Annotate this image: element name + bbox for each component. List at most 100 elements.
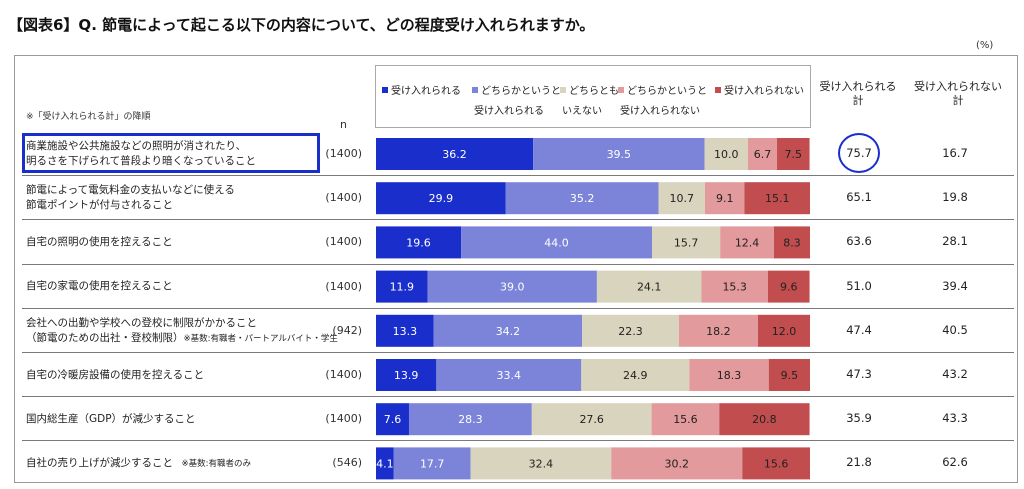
legend-item: どちらかというと受け入れられる: [472, 82, 561, 122]
row-label: 自社の売り上げが減少すること ※基数:有職者のみ: [26, 456, 251, 472]
bar-value-label: 27.6: [579, 413, 604, 426]
row-divider: [22, 219, 1014, 220]
legend-item-label: どちらとも: [560, 82, 619, 102]
row-divider: [22, 264, 1014, 265]
bar-segment: [701, 270, 768, 303]
bar-value-label: 24.9: [623, 369, 648, 382]
bar-value-label: 35.2: [570, 192, 595, 205]
bar-segment: [678, 314, 758, 347]
bar-value-label: 12.0: [772, 325, 797, 338]
reject-total-value: 43.3: [942, 411, 968, 426]
bar-segment: [652, 226, 721, 259]
bar-value-label: 13.3: [393, 325, 418, 338]
bar-value-label: 4.1: [376, 457, 394, 470]
row-label-line: 商業施設や公共施設などの照明が消されたり、: [26, 140, 247, 152]
legend-text: どちらとも: [569, 86, 619, 97]
bar-segment: [461, 226, 653, 259]
accept-total-value: 65.1: [846, 190, 872, 205]
legend-swatch: [472, 87, 478, 93]
bar-value-label: 11.9: [390, 281, 415, 294]
reject-total-header: 受け入れられない 計: [910, 80, 1006, 108]
accept-total-header-line2: 計: [852, 94, 864, 107]
bar-segment: [376, 447, 394, 480]
legend-item-label: 受け入れられない: [618, 102, 707, 122]
legend-text: どちらかというと: [627, 86, 707, 97]
legend-text: 受け入れられる: [391, 86, 461, 97]
chart-frame: [14, 55, 1018, 483]
bar-segment: [651, 403, 720, 436]
row-label-line: （節電のための出社・登校制限）※基数:有職者・パートアルバイト・学生: [26, 331, 338, 344]
legend-swatch: [382, 87, 388, 93]
bar-value-label: 24.1: [637, 281, 662, 294]
bar-segment: [393, 447, 471, 480]
legend-text: 受け入れられない: [724, 86, 804, 97]
bar-segment: [408, 403, 532, 436]
row-n: (1400): [325, 235, 362, 249]
legend-swatch: [560, 87, 566, 93]
bar-segment: [582, 314, 679, 347]
bar-value-label: 19.6: [406, 236, 431, 249]
bar-segment: [376, 138, 534, 170]
bar-segment: [470, 447, 612, 480]
bar-segment: [719, 403, 810, 436]
row-n: (942): [332, 323, 362, 337]
legend-item-label: いえない: [560, 102, 619, 122]
legend-swatch: [715, 87, 721, 93]
row-label: 自宅の冷暖房設備の使用を控えること: [26, 368, 204, 383]
bar-value-label: 32.4: [529, 457, 554, 470]
accept-total-value: 63.6: [846, 234, 872, 249]
row-n: (1400): [325, 279, 362, 293]
bar-value-label: 15.6: [764, 457, 789, 470]
bar-value-label: 6.7: [754, 148, 772, 161]
bar-value-label: 7.5: [785, 148, 803, 161]
accept-total-value: 47.4: [846, 322, 872, 337]
row-n: (1400): [325, 191, 362, 205]
bar-segment: [757, 314, 810, 347]
row-label-note: ※基数:有職者・パートアルバイト・学生: [183, 333, 338, 344]
row-label-line: 自宅の照明の使用を控えること: [26, 235, 173, 248]
bar-value-label: 20.8: [752, 413, 777, 426]
accept-total-value: 35.9: [846, 411, 872, 426]
bar-segment: [742, 447, 810, 480]
bar-segment: [744, 182, 810, 215]
bar-value-label: 13.9: [394, 369, 419, 382]
highlight-circle: [838, 133, 880, 173]
reject-total-header-line2: 計: [952, 94, 964, 107]
accept-total-header-line1: 受け入れられる: [819, 80, 897, 93]
bar-value-label: 15.1: [765, 192, 790, 205]
reject-total-value: 62.6: [942, 455, 968, 470]
row-n: (1400): [325, 368, 362, 381]
bar-segment: [531, 403, 652, 436]
bar-segment: [704, 138, 748, 170]
row-n: (546): [332, 456, 362, 470]
bar-value-label: 44.0: [544, 236, 569, 249]
legend-text: いえない: [562, 106, 602, 117]
row-n: (1400): [325, 412, 362, 426]
legend-box: [375, 65, 811, 128]
bar-segment: [376, 182, 506, 215]
row-divider: [22, 352, 1014, 353]
legend-text: 受け入れられる: [474, 106, 544, 117]
reject-total-value: 16.7: [942, 146, 968, 160]
bar-value-label: 36.2: [442, 148, 467, 161]
bar-segment: [720, 226, 774, 259]
bar-segment: [596, 270, 702, 303]
bar-value-label: 9.6: [780, 281, 798, 294]
bar-value-label: 33.4: [497, 369, 522, 382]
row-label-line: 節電によって電気料金の支払いなどに使える: [26, 184, 235, 197]
row-label-line: 自社の売り上げが減少すること ※基数:有職者のみ: [26, 456, 251, 469]
legend-item: どちらかというと受け入れられない: [618, 82, 707, 122]
sort-note: ※「受け入れられる計」の降順: [26, 112, 151, 122]
bar-segment: [433, 314, 583, 347]
bar-segment: [376, 359, 437, 391]
legend-item-label: どちらかというと: [472, 82, 561, 102]
bar-segment: [689, 359, 769, 391]
bar-value-label: 15.7: [674, 236, 699, 249]
reject-total-value: 39.4: [942, 278, 968, 293]
row-label-line: 自宅の家電の使用を控えること: [26, 280, 173, 293]
row-label: 商業施設や公共施設などの照明が消されたり、 明るさを下げられて普段より暗くなってい…: [26, 139, 256, 169]
bar-value-label: 39.5: [607, 148, 632, 161]
row-label: 国内総生産（GDP）が減少すること: [26, 412, 196, 427]
bar-segment: [704, 182, 745, 215]
row-label-line: 自宅の冷暖房設備の使用を控えること: [26, 368, 205, 381]
